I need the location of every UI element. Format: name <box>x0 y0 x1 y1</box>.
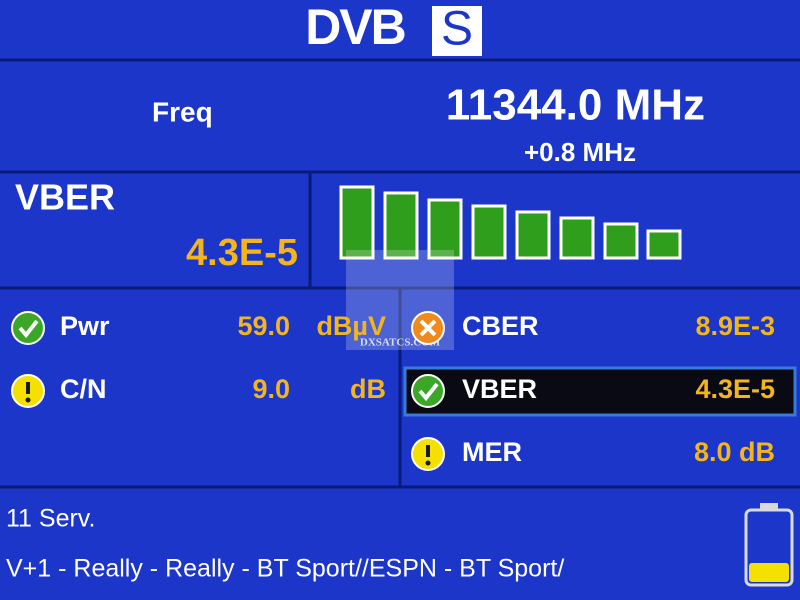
measure-label: Pwr <box>60 311 110 341</box>
battery-icon <box>744 503 794 587</box>
measure-value: 8.9E-3 <box>695 311 775 341</box>
logo-left: DVB <box>305 0 405 55</box>
measure-unit: dBµV <box>316 311 386 341</box>
icon-circle <box>11 311 45 345</box>
logo-box <box>432 6 482 56</box>
status-icon-error <box>411 311 445 345</box>
logo-right: S <box>441 3 473 56</box>
dividers <box>0 58 800 489</box>
measure-value: 59.0 <box>237 311 290 341</box>
measure-value: 4.3E-5 <box>695 374 775 404</box>
freq-value: 11344.0 MHz <box>446 81 705 130</box>
measure-label: C/N <box>60 374 107 404</box>
signal-bars <box>339 185 682 260</box>
vber-value: 4.3E-5 <box>186 232 298 274</box>
status-icon-warning <box>411 437 445 471</box>
measure-label: CBER <box>462 311 539 341</box>
service-list: V+1 - Really - Really - BT Sport//ESPN -… <box>6 555 564 583</box>
measure-unit: dB <box>350 374 386 404</box>
service-count: 11 Serv. <box>6 505 95 533</box>
vber-label: VBER <box>15 177 115 218</box>
freq-label: Freq <box>152 96 213 127</box>
status-icon-ok <box>411 374 445 408</box>
measurements: Pwr 59.0 dBµV C/N 9.0 dB CBER 8.9E-3 VBER 4.3E-5 M… <box>11 311 797 471</box>
selected-row <box>403 366 797 417</box>
icon-x <box>419 319 437 337</box>
icon-check <box>418 382 439 402</box>
icon-dot <box>25 397 31 403</box>
measure-value: 8.0 dB <box>694 437 775 467</box>
icon-check <box>18 319 39 339</box>
measure-value: 9.0 <box>252 374 290 404</box>
measure-label: VBER <box>462 374 537 404</box>
measure-label: MER <box>462 437 522 467</box>
status-icon-warning <box>11 374 45 408</box>
icon-circle <box>411 374 445 408</box>
freq-offset: +0.8 MHz <box>524 137 636 167</box>
status-icon-ok <box>11 311 45 345</box>
icon-dot <box>425 460 431 466</box>
